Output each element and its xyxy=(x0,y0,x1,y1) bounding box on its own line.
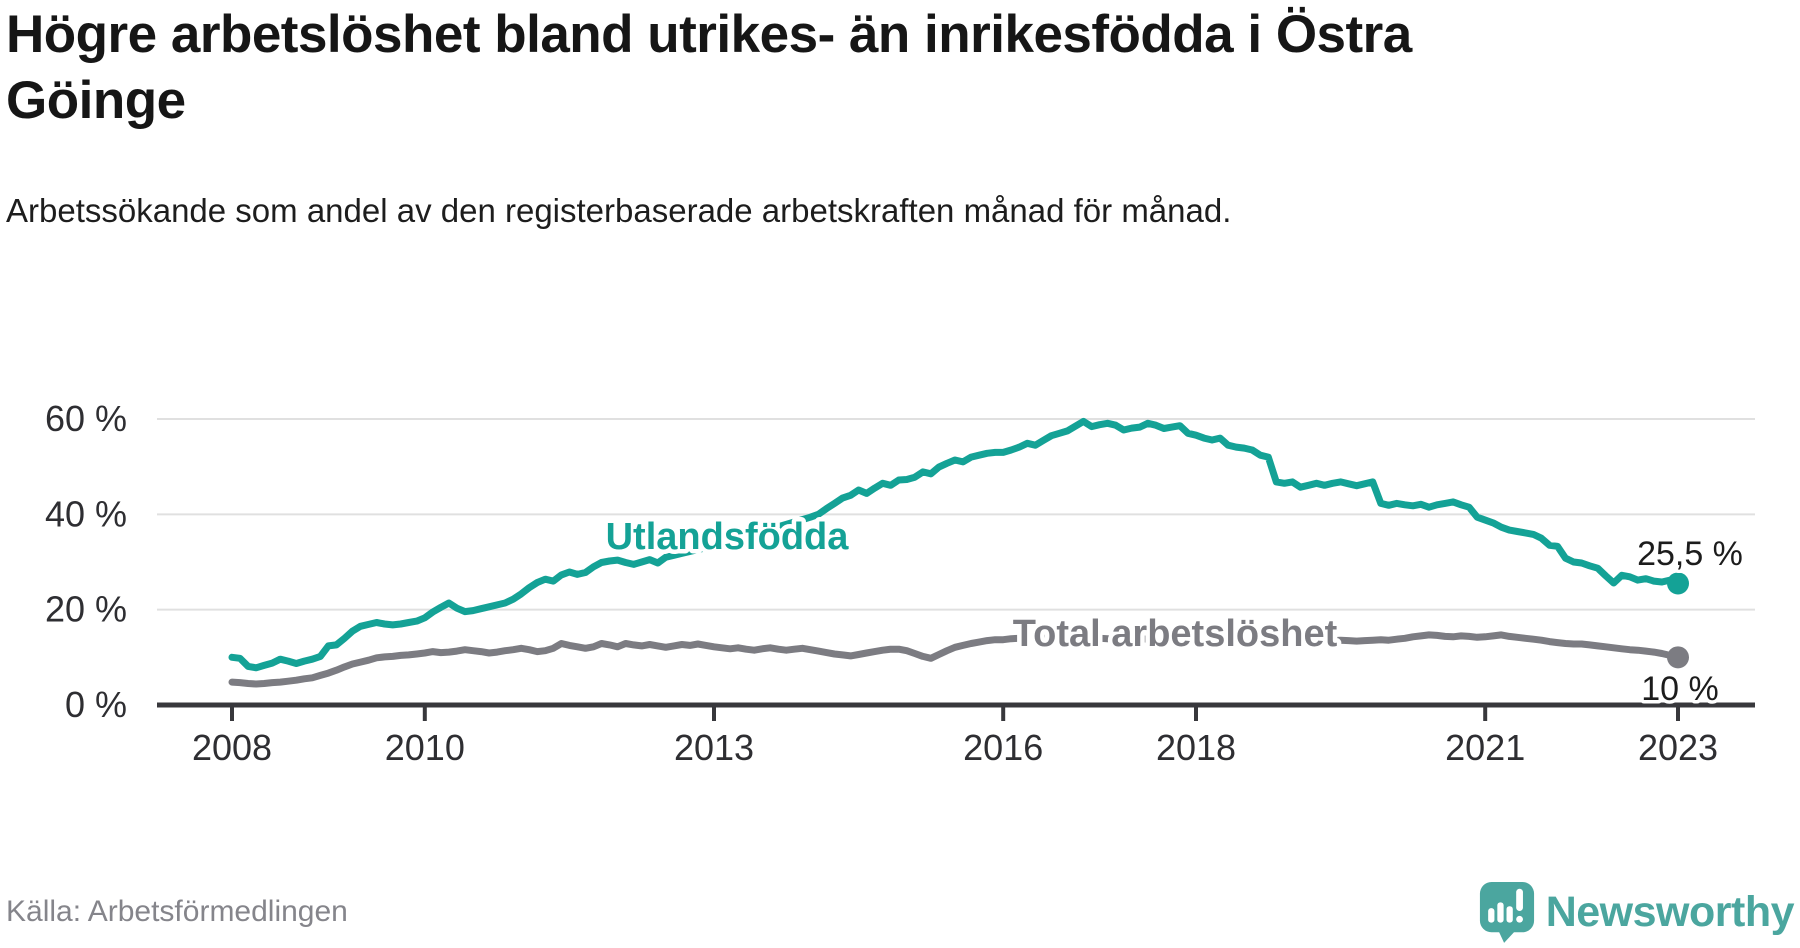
newsworthy-wordmark: Newsworthy xyxy=(1545,887,1795,936)
chart-footer: Källa: Arbetsförmedlingen Newsworthy xyxy=(0,876,1800,948)
series-line-total-arbetsloshet xyxy=(228,631,1682,688)
x-axis-tick-label: 2023 xyxy=(1638,727,1718,768)
series-endpoint-dot-utlandsfodda xyxy=(1667,572,1689,595)
series-line-utlandsfodda xyxy=(228,417,1682,672)
series-label-total-arbetsloshet: Total arbetslöshet xyxy=(1013,613,1338,655)
series-label-utlandsfodda: Utlandsfödda xyxy=(606,516,850,558)
y-axis-tick-label: 0 % xyxy=(65,684,127,725)
chart-subtitle: Arbetssökande som andel av den registerb… xyxy=(6,192,1232,229)
y-axis-tick-label: 40 % xyxy=(45,493,127,534)
series-end-value-utlandsfodda: 25,5 % xyxy=(1637,535,1743,573)
x-axis-tick-label: 2018 xyxy=(1156,727,1236,768)
x-axis-tick-label: 2021 xyxy=(1445,727,1525,768)
x-axis-tick-label: 2010 xyxy=(385,727,465,768)
source-note: Källa: Arbetsförmedlingen xyxy=(6,895,348,928)
newsworthy-logo-icon xyxy=(1479,882,1534,943)
y-axis-tick-label: 20 % xyxy=(45,589,127,630)
x-axis-tick-label: 2016 xyxy=(963,727,1043,768)
page-title: Högre arbetslöshet bland utrikes- än inr… xyxy=(6,5,1412,130)
series-endpoint-dot-total-arbetsloshet xyxy=(1667,646,1689,669)
newsworthy-logo: Newsworthy xyxy=(1478,880,1795,944)
x-axis-tick-label: 2008 xyxy=(192,727,272,768)
x-axis-tick-label: 2013 xyxy=(674,727,754,768)
series-end-value-total-arbetsloshet: 10 % xyxy=(1641,670,1719,708)
y-axis-tick-label: 60 % xyxy=(45,398,127,439)
